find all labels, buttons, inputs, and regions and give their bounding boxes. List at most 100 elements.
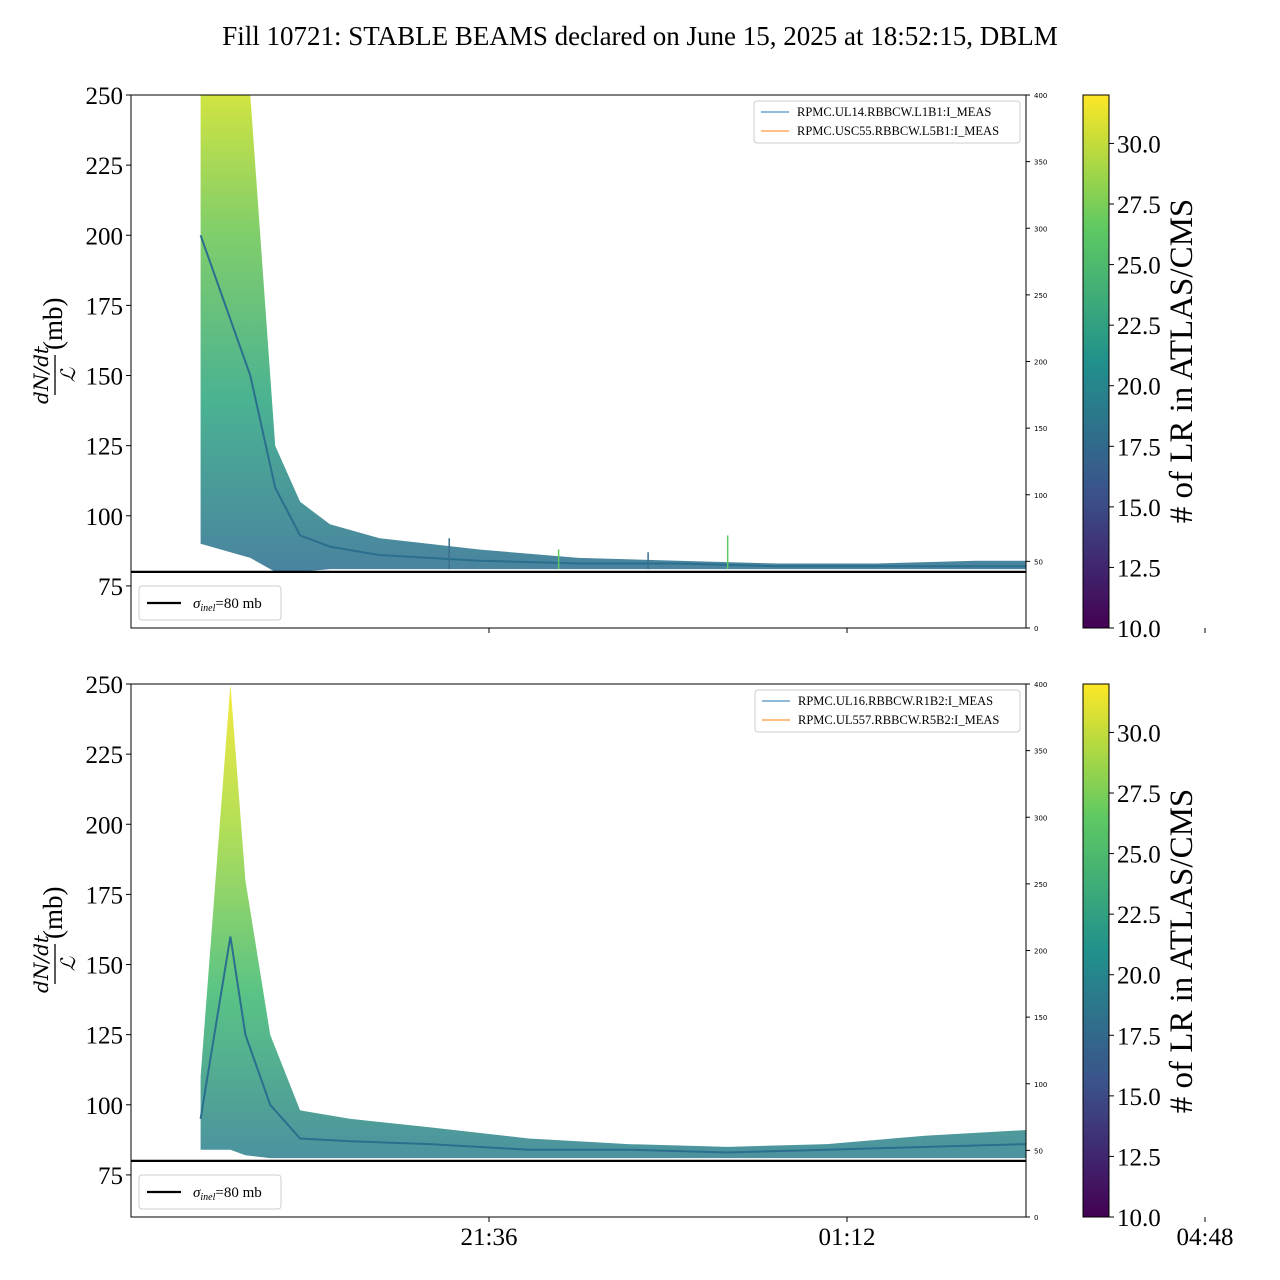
top-colorbar-gradient xyxy=(1082,94,1110,629)
bot-rtick-label-3: 150 xyxy=(1034,1014,1047,1022)
bottom-sigma-symbol: σ xyxy=(193,1185,201,1201)
bot-rtick-label-2: 100 xyxy=(1034,1081,1047,1089)
bot-cbtick-label-2: 15.0 xyxy=(1117,1084,1161,1111)
bot-rtick-label-4: 200 xyxy=(1034,948,1047,956)
figure-title: Fill 10721: STABLE BEAMS declared on Jun… xyxy=(222,21,1058,51)
top-sigma-subscript: inel xyxy=(200,603,215,614)
top-ytick-label-5: 200 xyxy=(86,223,124,250)
bottom-median-line xyxy=(199,936,1026,1154)
top-cbtick-label-3: 17.5 xyxy=(1117,434,1161,461)
top-cbtick-label-7: 27.5 xyxy=(1117,192,1161,219)
bot-cbtick-label-1: 12.5 xyxy=(1117,1144,1161,1171)
bot-rtick-label-1: 50 xyxy=(1034,1147,1043,1155)
top-cbtick-label-1: 12.5 xyxy=(1117,555,1161,582)
bot-rtick-label-5: 250 xyxy=(1034,881,1047,889)
bot-xtick-label-2: 04:48 xyxy=(1177,1224,1234,1251)
bottom-colorbar: 10.0 12.5 15.0 17.5 20.0 22.5 25.0 27.5 30.0 # o… xyxy=(1082,683,1200,1232)
top-colorbar-ticks: 10.0 12.5 15.0 17.5 20.0 22.5 25.0 27.5 30.0 xyxy=(1109,131,1161,643)
top-spikes xyxy=(448,535,729,570)
top-cbtick-label-5: 22.5 xyxy=(1117,313,1161,340)
bot-rtick-label-0: 0 xyxy=(1034,1214,1038,1222)
bot-xtick-label-0: 21:36 xyxy=(461,1224,518,1251)
top-plot-area xyxy=(199,95,1026,572)
top-rtick-label-1: 50 xyxy=(1034,558,1043,566)
top-ytick-label-4: 175 xyxy=(86,293,124,320)
top-cbtick-label-4: 20.0 xyxy=(1117,374,1161,401)
top-ytick-label-6: 225 xyxy=(86,153,124,180)
bottom-legend: RPMC.UL16.RBBCW.R1B2:I_MEAS RPMC.UL557.R… xyxy=(754,689,1021,733)
bottom-sigma-legend-box xyxy=(138,1174,282,1210)
top-colorbar-label: # of LR in ATLAS/CMS xyxy=(1164,199,1200,524)
bot-ytick-label-4: 175 xyxy=(86,882,124,909)
bottom-legend-label-2: RPMC.UL557.RBBCW.R5B2:I_MEAS xyxy=(798,713,999,727)
bot-ytick-label-0: 75 xyxy=(98,1163,123,1190)
bottom-legend-box xyxy=(754,689,1021,733)
bot-rtick-label-6: 300 xyxy=(1034,814,1047,822)
bottom-plot-area xyxy=(199,684,1026,1159)
top-median-line xyxy=(199,234,1026,568)
bottom-sigma-subscript: inel xyxy=(200,1192,215,1203)
top-rtick-label-4: 200 xyxy=(1034,359,1047,367)
bottom-legend-label-1: RPMC.UL16.RBBCW.R1B2:I_MEAS xyxy=(798,694,993,708)
bottom-sigma-value: =80 mb xyxy=(215,1185,261,1201)
top-rtick-label-2: 100 xyxy=(1034,492,1047,500)
top-rtick-label-0: 0 xyxy=(1034,625,1038,633)
bottom-y-axis: 75 100 125 150 175 200 225 250 xyxy=(86,672,131,1190)
top-rtick-label-6: 300 xyxy=(1034,225,1047,233)
bot-xtick-label-1: 01:12 xyxy=(819,1224,876,1251)
top-legend-label-1: RPMC.UL14.RBBCW.L1B1:I_MEAS xyxy=(797,105,991,119)
top-sigma-value: =80 mb xyxy=(215,596,261,612)
bot-ytick-label-6: 225 xyxy=(86,742,124,769)
bot-cbtick-label-3: 17.5 xyxy=(1117,1023,1161,1050)
bot-ytick-label-3: 150 xyxy=(86,953,124,980)
top-y-axis-label: dN/dt ℒ (mb) xyxy=(29,298,80,404)
top-rtick-label-8: 400 xyxy=(1034,92,1047,100)
top-rtick-label-3: 150 xyxy=(1034,425,1047,433)
bot-cbtick-label-8: 30.0 xyxy=(1117,720,1161,747)
top-ylabel-unit: (mb) xyxy=(38,298,68,350)
bottom-sigma-legend: σinel=80 mb xyxy=(138,1174,282,1210)
top-ylabel-numerator: dN/dt xyxy=(29,345,53,404)
top-sigma-symbol: σ xyxy=(193,596,201,612)
bot-ytick-label-2: 125 xyxy=(86,1023,124,1050)
top-right-y-axis: 0 50 100 150 200 250 300 350 400 xyxy=(1026,92,1047,633)
bottom-ylabel-numerator: dN/dt xyxy=(29,934,53,993)
bot-cbtick-label-4: 20.0 xyxy=(1117,963,1161,990)
top-sigma-legend-box xyxy=(138,585,282,621)
bot-cbtick-label-7: 27.5 xyxy=(1117,781,1161,808)
top-legend-label-2: RPMC.USC55.RBBCW.L5B1:I_MEAS xyxy=(797,124,999,138)
top-ytick-label-3: 150 xyxy=(86,364,124,391)
bottom-y-axis-label: dN/dt ℒ (mb) xyxy=(29,887,80,993)
top-sigma-legend-label: σinel=80 mb xyxy=(193,596,262,614)
top-legend-box xyxy=(753,100,1021,144)
bot-rtick-label-7: 350 xyxy=(1034,748,1047,756)
top-ytick-label-7: 250 xyxy=(86,83,124,110)
bot-cbtick-label-6: 25.0 xyxy=(1117,842,1161,869)
bot-cbtick-label-5: 22.5 xyxy=(1117,902,1161,929)
top-rtick-label-5: 250 xyxy=(1034,292,1047,300)
top-cbtick-label-6: 25.0 xyxy=(1117,253,1161,280)
top-sigma-legend: σinel=80 mb xyxy=(138,585,282,621)
bottom-colorbar-label: # of LR in ATLAS/CMS xyxy=(1164,789,1200,1114)
bottom-right-y-axis: 0 50 100 150 200 250 300 350 400 xyxy=(1026,681,1047,1222)
bottom-ylabel-denominator: ℒ xyxy=(56,956,80,971)
bot-cbtick-label-0: 10.0 xyxy=(1117,1205,1161,1232)
top-cbtick-label-8: 30.0 xyxy=(1117,131,1161,158)
top-band-area xyxy=(200,95,1026,572)
top-ytick-label-2: 125 xyxy=(86,434,124,461)
top-rtick-label-7: 350 xyxy=(1034,159,1047,167)
top-ylabel-denominator: ℒ xyxy=(56,367,80,382)
bottom-colorbar-ticks: 10.0 12.5 15.0 17.5 20.0 22.5 25.0 27.5 30.0 xyxy=(1109,720,1161,1232)
top-cbtick-label-0: 10.0 xyxy=(1117,616,1161,643)
top-x-axis xyxy=(488,628,1206,633)
top-colorbar: 10.0 12.5 15.0 17.5 20.0 22.5 25.0 27.5 30.0 # o… xyxy=(1082,94,1200,643)
top-ytick-label-1: 100 xyxy=(86,504,124,531)
top-cbtick-label-2: 15.0 xyxy=(1117,495,1161,522)
bottom-colorbar-gradient xyxy=(1082,683,1110,1218)
bot-ytick-label-7: 250 xyxy=(86,672,124,699)
bottom-sigma-legend-label: σinel=80 mb xyxy=(193,1185,262,1203)
bot-rtick-label-8: 400 xyxy=(1034,681,1047,689)
top-panel: 75 100 125 150 175 200 225 250 0 50 100 150 200 250 3… xyxy=(29,83,1206,633)
